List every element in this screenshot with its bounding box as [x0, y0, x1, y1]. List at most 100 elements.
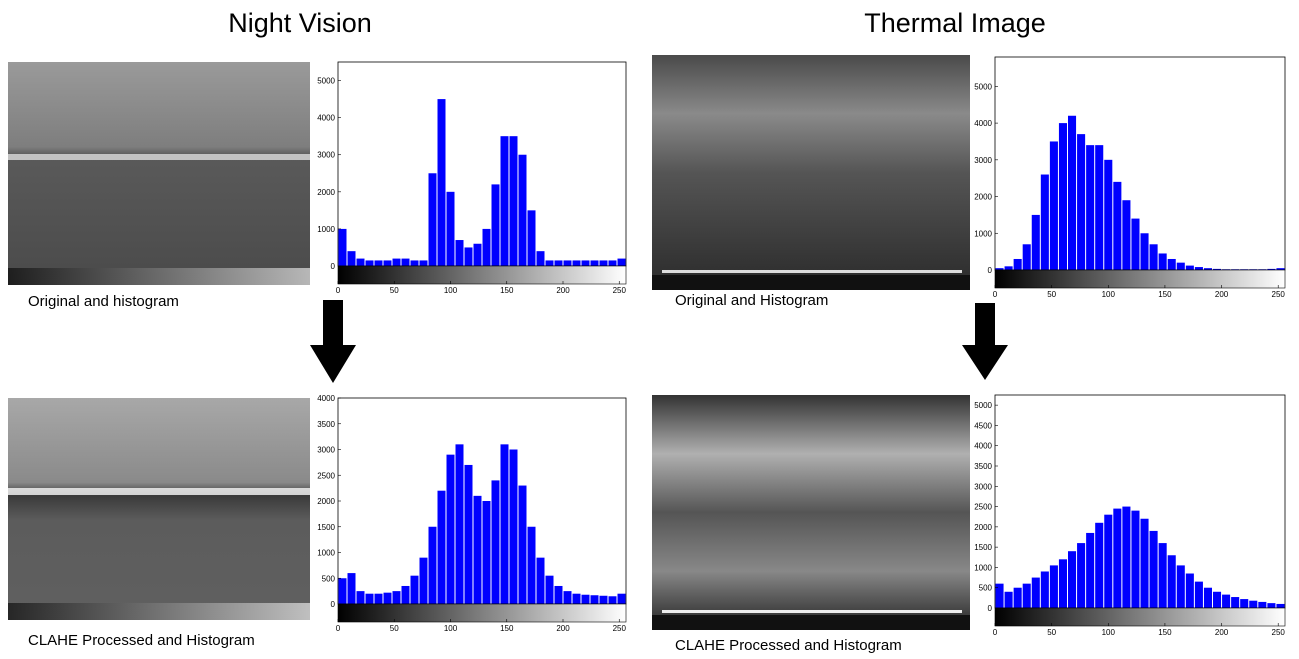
bar — [608, 596, 617, 604]
x-tick-label: 200 — [1215, 628, 1229, 637]
bar — [1176, 262, 1185, 270]
bar — [491, 480, 500, 604]
bar — [392, 591, 401, 604]
bar — [464, 247, 473, 266]
y-tick-label: 1000 — [317, 225, 335, 234]
y-tick-label: 1500 — [317, 523, 335, 532]
bar — [365, 260, 374, 266]
bar — [428, 173, 437, 266]
bar — [509, 449, 518, 604]
thermal-original-image — [652, 55, 970, 290]
bar — [527, 210, 536, 266]
x-tick-label: 50 — [390, 624, 399, 633]
bar — [1213, 268, 1222, 270]
y-tick-label: 4000 — [317, 114, 335, 123]
bar — [1231, 597, 1240, 608]
bar — [1140, 233, 1149, 270]
bar — [1276, 268, 1285, 270]
bar — [365, 593, 374, 604]
bar — [1267, 268, 1276, 270]
y-tick-label: 4000 — [974, 119, 992, 128]
bar — [1203, 268, 1212, 270]
bar — [599, 260, 608, 266]
bar — [347, 251, 356, 266]
y-tick-label: 5000 — [974, 82, 992, 91]
bar — [1095, 145, 1104, 270]
bar — [347, 573, 356, 604]
caption: Original and histogram — [28, 293, 179, 310]
bar — [1022, 244, 1031, 270]
bar — [1185, 573, 1194, 608]
bar — [509, 136, 518, 266]
y-tick-label: 3000 — [317, 446, 335, 455]
bar — [356, 591, 365, 604]
bar — [995, 268, 1004, 270]
y-tick-label: 5000 — [974, 401, 992, 410]
bar — [374, 260, 383, 266]
x-tick-label: 250 — [1272, 290, 1286, 299]
y-tick-label: 2000 — [974, 193, 992, 202]
x-tick-label: 50 — [1047, 290, 1056, 299]
bar — [527, 526, 536, 604]
bar — [1194, 267, 1203, 270]
x-tick-label: 0 — [336, 624, 341, 633]
bar — [338, 228, 347, 266]
bar — [1276, 603, 1285, 608]
bar — [500, 444, 509, 604]
y-tick-label: 3000 — [974, 482, 992, 491]
bar — [545, 260, 554, 266]
thermal-clahe-image — [652, 395, 970, 630]
colorbar — [337, 265, 627, 285]
bar — [500, 136, 509, 266]
x-tick-label: 100 — [444, 624, 458, 633]
bar — [1004, 266, 1013, 270]
bar — [608, 260, 617, 266]
bar — [1258, 601, 1267, 608]
heading: Thermal Image — [864, 8, 1046, 38]
bar — [410, 260, 419, 266]
bar — [1113, 508, 1122, 608]
bar — [473, 243, 482, 266]
bar — [1040, 571, 1049, 608]
y-tick-label: 3500 — [974, 462, 992, 471]
bar — [1131, 510, 1140, 608]
y-tick-label: 2000 — [317, 188, 335, 197]
bar — [1068, 115, 1077, 270]
bar — [1167, 555, 1176, 608]
bar — [1194, 581, 1203, 608]
y-tick-label: 0 — [988, 266, 993, 275]
x-tick-label: 200 — [556, 624, 570, 633]
bar — [1185, 265, 1194, 270]
bar — [410, 575, 419, 604]
bar — [1249, 600, 1258, 608]
y-tick-label: 500 — [322, 574, 336, 583]
x-tick-label: 200 — [1215, 290, 1229, 299]
x-tick-label: 100 — [1102, 290, 1116, 299]
bar — [437, 99, 446, 266]
bar — [563, 260, 572, 266]
histogram: 0 1000 2000 3000 4000 5000 0 50 100 150 200 250 Orig… — [675, 56, 1286, 309]
y-tick-label: 500 — [979, 584, 993, 593]
y-tick-label: 1500 — [974, 543, 992, 552]
plot-area — [995, 395, 1285, 608]
y-tick-label: 1000 — [317, 549, 335, 558]
histogram: 0 500 1000 1500 2000 2500 3000 3500 4000 0 50 100 15… — [28, 394, 626, 649]
bar — [1122, 506, 1131, 608]
y-tick-label: 2500 — [317, 471, 335, 480]
bar — [1104, 514, 1113, 608]
bar — [572, 593, 581, 604]
bar — [419, 557, 428, 604]
y-tick-label: 2000 — [317, 497, 335, 506]
bar — [1240, 599, 1249, 608]
y-tick-label: 3000 — [974, 156, 992, 165]
x-tick-label: 150 — [500, 286, 514, 295]
bar — [554, 260, 563, 266]
caption: Original and Histogram — [675, 292, 828, 309]
bar — [1176, 565, 1185, 608]
bar — [464, 464, 473, 604]
bar — [1040, 174, 1049, 270]
plot-area — [338, 62, 626, 266]
x-tick-label: 150 — [500, 624, 514, 633]
y-tick-label: 2500 — [974, 503, 992, 512]
bar — [1104, 159, 1113, 270]
